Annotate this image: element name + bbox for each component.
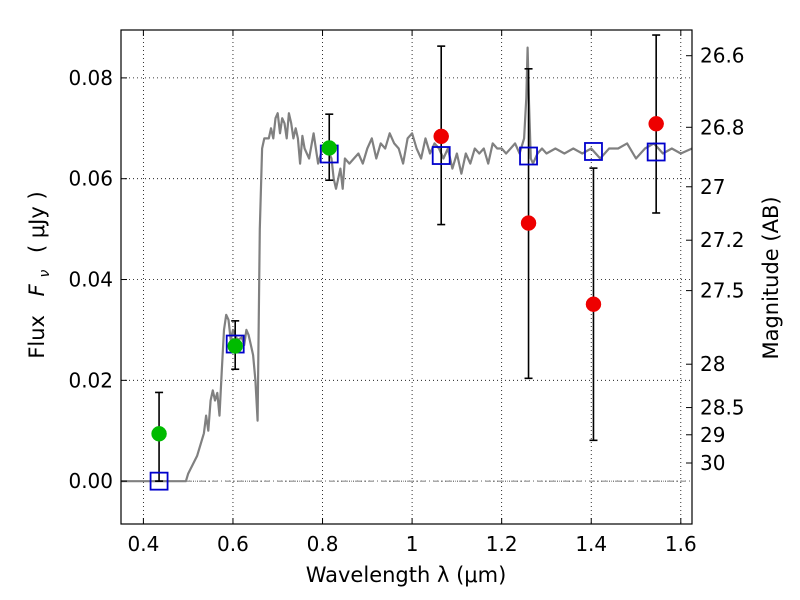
y-tick-label: 0.02 <box>68 368 113 392</box>
model-photometry-square <box>646 142 666 162</box>
y2-tick-label: 26.8 <box>700 115 745 139</box>
x-tick-label: 0.6 <box>217 532 249 556</box>
spectrum-line <box>121 46 693 483</box>
y-axis-label-symbol: F <box>25 283 49 296</box>
x-tick-label: 1 <box>406 532 419 556</box>
plot-layer <box>121 34 693 491</box>
y2-tick-label: 27 <box>700 175 725 199</box>
plot-frame <box>120 29 693 525</box>
observed-point <box>585 296 602 312</box>
x-tick-label: 0.4 <box>127 532 159 556</box>
model-photometry-square <box>584 142 603 161</box>
y2-axis-label: Magnitude (AB) <box>759 196 783 359</box>
observed-point <box>151 426 167 442</box>
observed-point <box>520 215 537 231</box>
x-tick-label: 1.6 <box>665 532 697 556</box>
y2-tick-label: 30 <box>700 451 725 475</box>
y-axis-label-units: ( μJy ) <box>25 191 49 253</box>
y-tick-label: 0.06 <box>68 167 113 191</box>
x-tick-label: 0.8 <box>307 532 339 556</box>
observed-point <box>433 128 449 145</box>
y2-tick-label: 27.5 <box>700 279 745 303</box>
y-tick-label: 0.08 <box>68 66 113 90</box>
y2-tick-label: 29 <box>700 423 725 447</box>
observed-point <box>321 140 337 156</box>
x-axis-label: Wavelength λ (μm) <box>306 563 507 587</box>
y2-tick-label: 28 <box>700 352 725 376</box>
model-photometry-square <box>149 471 169 491</box>
observed-point <box>227 338 243 354</box>
y2-tick-label: 26.6 <box>700 44 745 68</box>
y-axis-label: Flux F ν ( μJy ) <box>25 191 54 358</box>
y2-tick-label: 27.2 <box>700 228 745 252</box>
model-photometry-square <box>431 146 451 165</box>
ticks-layer: 0.4 0.6 0.8 1 1.2 1.4 1.6 0.00 0.02 0.04 0.06 0.08 2… <box>68 30 745 556</box>
y-tick-label: 0.00 <box>68 469 113 493</box>
grid-layer <box>121 30 692 524</box>
observed-point <box>648 116 664 132</box>
y-axis-label-text: Flux <box>25 315 49 359</box>
y-axis-label-subscript: ν <box>37 270 53 278</box>
x-tick-label: 1.4 <box>575 532 607 556</box>
y2-tick-label: 28.5 <box>700 396 745 420</box>
model-photometry-square <box>519 146 538 166</box>
x-tick-label: 1.2 <box>486 532 518 556</box>
y-tick-label: 0.04 <box>68 268 113 292</box>
